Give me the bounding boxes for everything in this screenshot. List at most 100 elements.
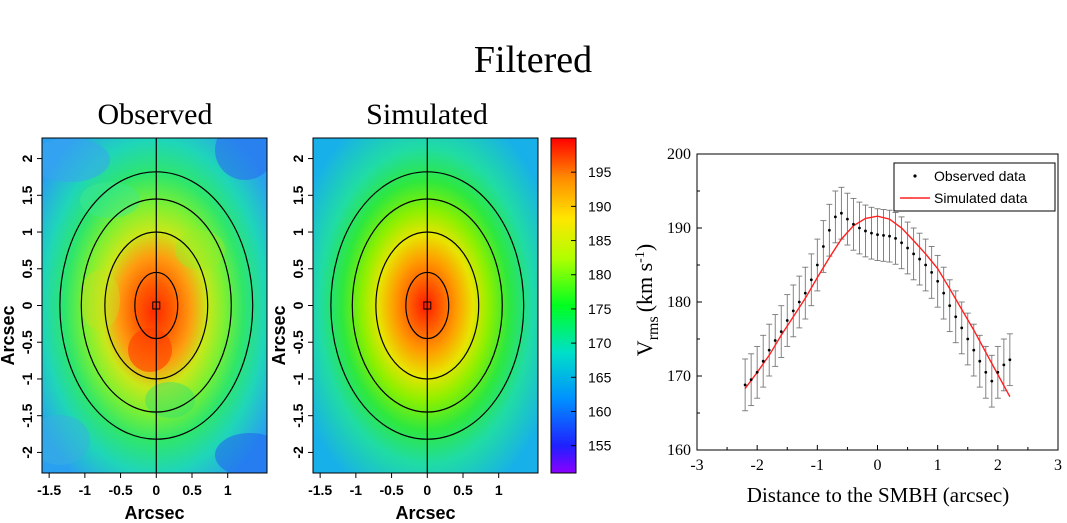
y-tick-label: -2 [19, 446, 35, 459]
observed-data-point [1002, 363, 1006, 367]
y-axis-label: Arcsec [269, 305, 289, 365]
observed-data-point [1008, 358, 1012, 362]
colorbar-tick-label: 160 [588, 403, 612, 419]
observed-data-point [864, 229, 867, 233]
observed-map: Observed -1.5 -1 -0.5 0 0.5 121.510.50-0.5-1-… [0, 98, 268, 523]
y-tick-label: 200 [667, 146, 691, 163]
legend-simulated-label: Simulated data [934, 190, 1028, 206]
colorbar-tick-label: 185 [588, 233, 612, 249]
observed-data-point [797, 300, 801, 304]
observed-data-point [918, 257, 922, 261]
observed-blob [175, 230, 225, 270]
x-tick-label: -0.5 [380, 482, 404, 498]
simulated-map-title: Simulated [366, 98, 488, 131]
observed-data-point [743, 383, 747, 387]
observed-data-point [894, 236, 897, 240]
smbh-center-marker [152, 301, 161, 310]
y-tick-label: 160 [667, 442, 691, 459]
y-axis-label: Arcsec [0, 305, 18, 365]
y-tick-label: -1.5 [290, 403, 306, 427]
observed-data-point [990, 379, 994, 383]
y-tick-label: 170 [667, 368, 691, 385]
profile-chart: -3 -2 -1 0 1 2 3 160 170 180 190 200 Distance to th… [632, 146, 1062, 507]
observed-data-point [960, 326, 964, 330]
y-tick-label: 190 [667, 220, 691, 237]
observed-data-point [749, 378, 753, 382]
x-tick-label: 0.5 [453, 482, 473, 498]
observed-map-title: Observed [98, 98, 213, 131]
observed-data-point [840, 211, 843, 215]
observed-data-point [948, 304, 952, 308]
observed-data-point [779, 330, 783, 333]
ylabel-units: (km s [632, 263, 657, 313]
observed-data-point [972, 348, 976, 352]
colorbar-tick-label: 175 [588, 301, 612, 317]
simulated-data-line [744, 215, 1011, 398]
simulated-axes: -1.5 -1 -0.5 0 0.5 1 2 1.5 1 0.5 0 -0.5 -1 -1.5 -2 Arcs… [269, 154, 503, 523]
observed-data-point [936, 279, 940, 283]
observed-data-point [827, 228, 831, 232]
observed-data-point [924, 263, 928, 267]
observed-data-point [888, 234, 891, 238]
x-tick-label: -0.5 [109, 482, 133, 498]
observed-blob [128, 328, 172, 372]
x-tick-label: -3 [690, 457, 703, 474]
observed-data-point [767, 348, 771, 352]
observed-axes: -1.5 -1 -0.5 0 0.5 1 2 1.5 1 0.5 0 -0.5 -1 -1.5 -2 Arcs… [0, 154, 232, 523]
x-tick-label: 1 [934, 457, 942, 474]
y-tick-label: 0.5 [19, 259, 35, 279]
observed-data-point [833, 215, 837, 219]
observed-contours [59, 138, 254, 473]
colorbar-tick-label: 155 [588, 438, 612, 454]
figure-title: Filtered [474, 39, 592, 81]
observed-data-point [846, 217, 849, 221]
observed-data-point [852, 222, 855, 226]
observed-blob [215, 433, 267, 473]
observed-blob [42, 138, 110, 182]
x-tick-label: 2 [994, 457, 1002, 474]
y-tick-label: -0.5 [290, 330, 306, 354]
x-tick-label: 3 [1054, 457, 1062, 474]
y-tick-label: 180 [667, 294, 691, 311]
x-tick-label: -1.5 [37, 482, 61, 498]
observed-data-points [743, 211, 1012, 387]
observed-data-point [755, 370, 759, 374]
observed-blob [80, 270, 120, 330]
colorbar-tick-label: 170 [588, 335, 612, 351]
profile-ylabel: Vrms (km s-1) [632, 244, 662, 356]
observed-data-point [996, 370, 1000, 374]
colorbar-ticks: 195 190 185 180 175 170 165 160 155 [571, 164, 612, 454]
simulated-map: Simulated -1.5 -1 -0.5 0 0.5 121.510.50-0.5-1… [269, 98, 539, 523]
observed-data-point [761, 359, 765, 363]
observed-data-point [773, 339, 777, 342]
legend-observed-marker [913, 174, 917, 178]
x-tick-label: -1 [811, 457, 824, 474]
profile-xlabel: Distance to the SMBH (arcsec) [747, 483, 1009, 507]
x-tick-label: 0 [152, 482, 160, 498]
colorbar-tick-label: 190 [588, 198, 612, 214]
observed-data-point [809, 278, 813, 282]
y-tick-label: 2 [290, 154, 306, 162]
colorbar-gradient [550, 137, 577, 474]
legend-box [893, 162, 1056, 212]
ylabel-main: V [632, 340, 657, 356]
x-axis-label: Arcsec [395, 503, 455, 523]
x-tick-label: -1 [350, 482, 363, 498]
y-tick-label: 0 [290, 301, 306, 309]
colorbar-tick-label: 180 [588, 267, 612, 283]
observed-data-point [876, 233, 879, 237]
observed-data-point [791, 309, 795, 313]
x-tick-label: 0.5 [182, 482, 202, 498]
observed-blob [80, 182, 140, 218]
observed-heatmap-base [42, 138, 267, 473]
observed-data-point [803, 291, 807, 295]
colorbar-tick-label: 195 [588, 164, 612, 180]
y-tick-label: 1 [19, 228, 35, 236]
colorbar-tick-label: 165 [588, 369, 612, 385]
observed-blob [145, 382, 195, 418]
x-tick-label: 1 [495, 482, 503, 498]
observed-data-point [900, 241, 903, 245]
y-tick-label: 1 [290, 228, 306, 236]
x-tick-label: -1.5 [308, 482, 332, 498]
